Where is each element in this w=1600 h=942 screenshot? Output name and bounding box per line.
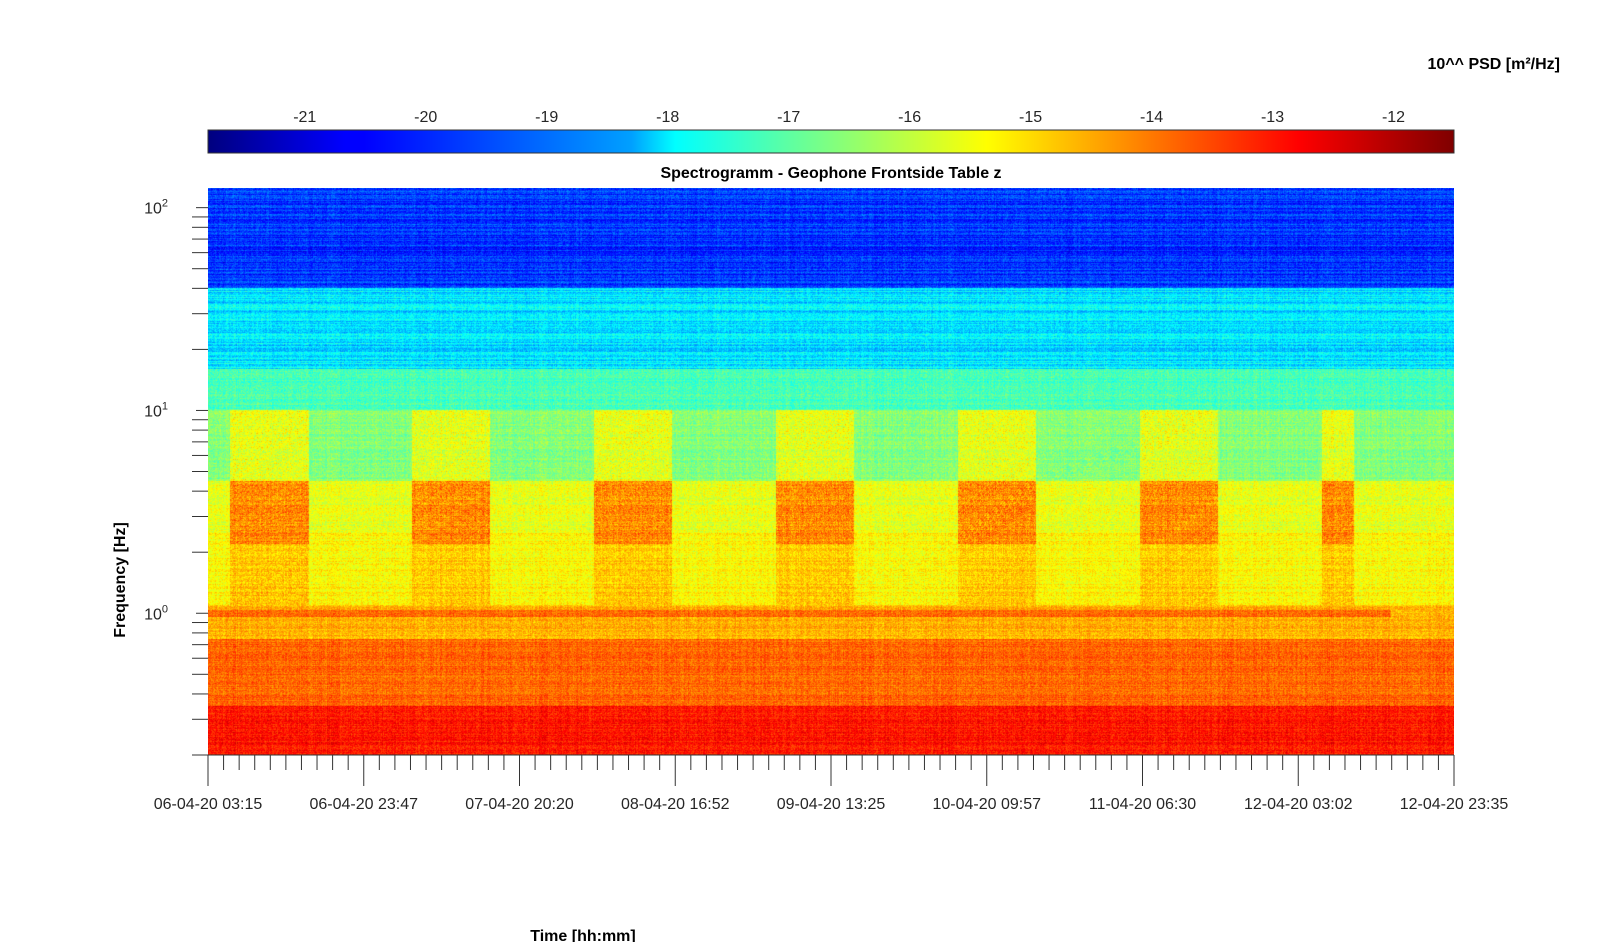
plot-area [208, 188, 1454, 755]
x-axis-title: Time [hh:mm] [530, 928, 635, 942]
chart-title: Spectrogramm - Geophone Frontside Table … [660, 165, 1001, 182]
y-tick-label: 100 [144, 603, 168, 623]
x-axis: 06-04-20 03:15 06-04-20 23:47 07-04-20 20:… [154, 754, 1509, 813]
colorbar-tick-label: -17 [777, 109, 800, 126]
colorbar-tick-label: -13 [1261, 109, 1284, 126]
x-tick-label: 07-04-20 20:20 [465, 796, 574, 813]
colorbar-tick-label: -19 [535, 109, 558, 126]
y-axis: 100 101 102 [144, 198, 208, 756]
x-tick-label: 12-04-20 03:02 [1244, 796, 1353, 813]
colorbar-tick-label: -14 [1140, 109, 1163, 126]
colorbar-tick-label: -16 [898, 109, 921, 126]
colorbar-tick-label: -20 [414, 109, 437, 126]
y-axis-title: Frequency [Hz] [112, 522, 129, 638]
colorbar-tick-label: -12 [1382, 109, 1405, 126]
x-tick-label: 12-04-20 23:35 [1400, 796, 1509, 813]
colorbar-tick-label: -18 [656, 109, 679, 126]
colorbar-ticks: -21 -20 -19 -18 -17 -16 -15 -14 -13 -12 [293, 109, 1405, 136]
x-tick-label: 10-04-20 09:57 [932, 796, 1041, 813]
x-tick-label: 06-04-20 03:15 [154, 796, 263, 813]
y-tick-label: 102 [144, 198, 168, 218]
y-tick-label: 101 [144, 400, 168, 420]
x-tick-label: 09-04-20 13:25 [777, 796, 886, 813]
colorbar-tick-label: -21 [293, 109, 316, 126]
colorbar [207, 129, 1455, 154]
spectrogram-heatmap [208, 188, 1454, 755]
colorbar-label: 10^^ PSD [m²/Hz] [1428, 56, 1560, 73]
colorbar-tick-label: -15 [1019, 109, 1042, 126]
x-tick-label: 06-04-20 23:47 [309, 796, 418, 813]
x-tick-label: 08-04-20 16:52 [621, 796, 730, 813]
x-tick-label: 11-04-20 06:30 [1089, 796, 1196, 813]
